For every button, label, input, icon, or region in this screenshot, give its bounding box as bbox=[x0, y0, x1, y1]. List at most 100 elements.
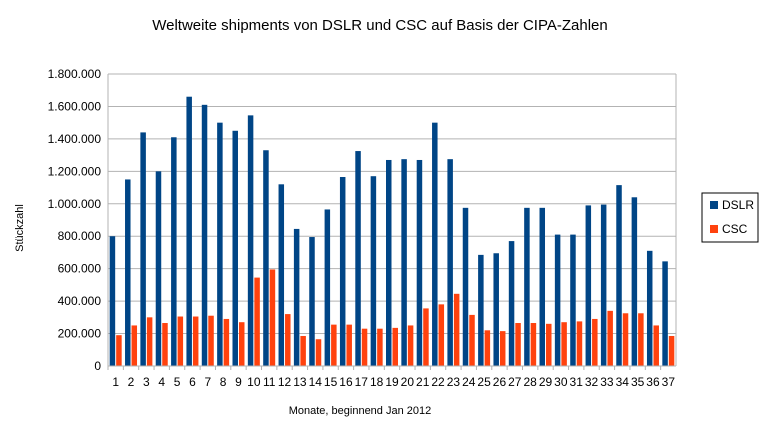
bar-dslr-34 bbox=[616, 185, 622, 366]
bar-csc-26 bbox=[499, 331, 506, 366]
y-tick-label: 1.800.000 bbox=[48, 67, 102, 81]
bar-csc-4 bbox=[162, 323, 168, 366]
y-tick-label: 1.400.000 bbox=[48, 132, 102, 146]
x-tick-label: 31 bbox=[570, 375, 584, 389]
bar-csc-12 bbox=[285, 314, 291, 366]
x-tick-label: 12 bbox=[278, 375, 292, 389]
bar-dslr-1 bbox=[109, 236, 116, 366]
bar-dslr-16 bbox=[339, 177, 346, 366]
x-tick-label: 16 bbox=[339, 375, 353, 389]
bar-dslr-24 bbox=[462, 207, 469, 366]
legend-swatch-csc bbox=[710, 225, 718, 233]
bar-csc-13 bbox=[300, 335, 306, 366]
legend-label-csc: CSC bbox=[722, 222, 748, 236]
x-tick-label: 15 bbox=[324, 375, 338, 389]
bar-csc-16 bbox=[346, 324, 352, 366]
bar-csc-20 bbox=[407, 325, 414, 366]
bar-csc-37 bbox=[668, 335, 675, 366]
y-tick-label: 0 bbox=[94, 359, 101, 373]
x-tick-label: 14 bbox=[309, 375, 323, 389]
bar-dslr-19 bbox=[386, 159, 392, 366]
y-axis-label: Stückzahl bbox=[14, 204, 26, 252]
x-tick-label: 13 bbox=[293, 375, 307, 389]
x-tick-label: 7 bbox=[204, 375, 211, 389]
bar-csc-36 bbox=[653, 325, 659, 366]
x-tick-label: 22 bbox=[431, 375, 445, 389]
bar-dslr-4 bbox=[155, 171, 162, 366]
x-axis-label: Monate, beginnend Jan 2012 bbox=[289, 405, 432, 417]
x-tick-label: 19 bbox=[385, 375, 399, 389]
legend-swatch-dslr bbox=[710, 201, 718, 209]
y-tick-label: 1.000.000 bbox=[48, 197, 102, 211]
bar-csc-23 bbox=[453, 293, 460, 366]
y-tick-label: 1.200.000 bbox=[48, 164, 102, 178]
bar-dslr-20 bbox=[401, 159, 407, 366]
x-tick-label: 1 bbox=[112, 375, 119, 389]
legend-label-dslr: DSLR bbox=[722, 198, 754, 212]
bar-dslr-28 bbox=[524, 207, 530, 366]
bar-dslr-15 bbox=[324, 209, 331, 366]
bar-csc-9 bbox=[238, 322, 245, 366]
bar-csc-28 bbox=[530, 323, 537, 366]
bar-csc-14 bbox=[315, 339, 322, 366]
bar-csc-24 bbox=[469, 314, 475, 366]
bar-csc-31 bbox=[576, 321, 583, 366]
x-tick-label: 28 bbox=[523, 375, 537, 389]
bar-dslr-30 bbox=[554, 234, 561, 366]
x-tick-label: 26 bbox=[493, 375, 507, 389]
bar-csc-8 bbox=[223, 318, 230, 366]
bar-dslr-25 bbox=[478, 254, 484, 366]
bar-dslr-32 bbox=[585, 205, 592, 366]
bar-dslr-23 bbox=[447, 159, 453, 366]
chart-title: Weltweite shipments von DSLR und CSC auf… bbox=[152, 17, 607, 34]
x-tick-label: 10 bbox=[247, 375, 261, 389]
x-tick-labels: 1 2 3 4 5 6 7 8 9 10 11 12 13 14 15 16 17 18 19 20 21 22 23 24 2… bbox=[112, 375, 675, 389]
bar-csc-2 bbox=[131, 325, 138, 366]
bar-csc-33 bbox=[607, 310, 613, 366]
bar-dslr-11 bbox=[263, 150, 269, 366]
bar-dslr-8 bbox=[217, 122, 223, 367]
x-tick-label: 18 bbox=[370, 375, 384, 389]
y-tick-label: 800.000 bbox=[58, 229, 102, 243]
bar-dslr-10 bbox=[247, 115, 254, 366]
bar-csc-22 bbox=[438, 304, 445, 366]
bar-csc-5 bbox=[177, 316, 184, 366]
bar-dslr-12 bbox=[278, 184, 285, 366]
y-tick-label: 200.000 bbox=[58, 327, 102, 341]
x-tick-label: 3 bbox=[143, 375, 150, 389]
x-tick-label: 24 bbox=[462, 375, 476, 389]
bar-csc-17 bbox=[361, 328, 368, 366]
bar-csc-18 bbox=[377, 328, 383, 366]
bar-dslr-7 bbox=[201, 104, 208, 367]
bar-dslr-9 bbox=[232, 130, 238, 366]
bar-csc-1 bbox=[116, 335, 122, 366]
x-tick-label: 35 bbox=[631, 375, 645, 389]
bar-csc-6 bbox=[192, 316, 199, 366]
x-tick-label: 34 bbox=[616, 375, 630, 389]
bar-dslr-35 bbox=[631, 197, 638, 366]
bar-dslr-14 bbox=[309, 237, 315, 366]
bars bbox=[109, 96, 675, 367]
x-tick-label: 4 bbox=[158, 375, 165, 389]
legend: DSLR CSC bbox=[701, 192, 759, 243]
x-tick-label: 37 bbox=[662, 375, 676, 389]
x-tick-label: 9 bbox=[235, 375, 242, 389]
bar-dslr-26 bbox=[493, 253, 499, 366]
x-tick-label: 23 bbox=[447, 375, 461, 389]
bar-dslr-21 bbox=[416, 159, 423, 366]
x-tick-label: 8 bbox=[220, 375, 227, 389]
bar-csc-27 bbox=[515, 323, 521, 366]
bar-csc-35 bbox=[638, 313, 644, 366]
x-tick-label: 36 bbox=[646, 375, 660, 389]
x-tick-label: 30 bbox=[554, 375, 568, 389]
bar-dslr-33 bbox=[600, 204, 607, 366]
bar-csc-7 bbox=[208, 315, 214, 366]
y-tick-label: 600.000 bbox=[58, 262, 102, 276]
bar-dslr-17 bbox=[355, 151, 361, 366]
x-tick-label: 20 bbox=[401, 375, 415, 389]
bar-csc-25 bbox=[484, 330, 491, 366]
x-tick-label: 6 bbox=[189, 375, 196, 389]
bar-csc-34 bbox=[622, 313, 629, 366]
x-tick-label: 32 bbox=[585, 375, 599, 389]
x-tick-label: 11 bbox=[263, 375, 276, 389]
